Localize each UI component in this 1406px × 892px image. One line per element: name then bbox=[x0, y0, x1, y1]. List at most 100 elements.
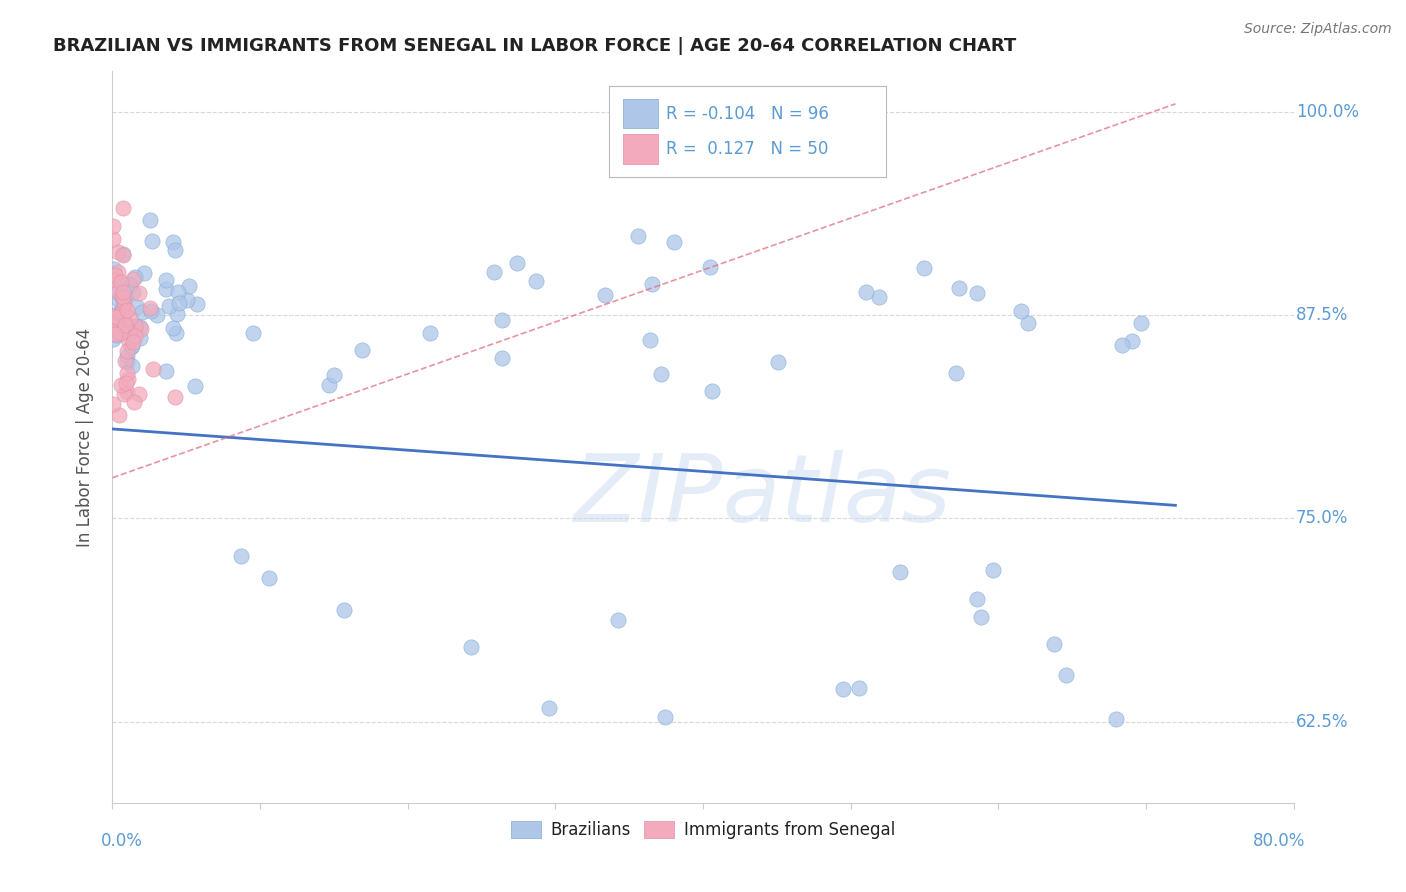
Text: 80.0%: 80.0% bbox=[1253, 832, 1305, 850]
Point bbox=[103, 283, 125, 297]
Point bbox=[184, 379, 207, 393]
Point bbox=[124, 318, 146, 333]
Point bbox=[641, 277, 664, 291]
Text: ZIPatlas: ZIPatlas bbox=[574, 450, 950, 541]
Point bbox=[108, 408, 131, 422]
Point bbox=[121, 339, 143, 353]
Point bbox=[323, 368, 346, 383]
Y-axis label: In Labor Force | Age 20-64: In Labor Force | Age 20-64 bbox=[76, 327, 94, 547]
Text: 0.0%: 0.0% bbox=[101, 832, 142, 850]
Point bbox=[966, 591, 988, 606]
Point bbox=[118, 335, 141, 350]
Point bbox=[186, 297, 208, 311]
FancyBboxPatch shape bbox=[623, 135, 658, 163]
Point bbox=[176, 293, 198, 307]
Point bbox=[112, 201, 135, 215]
Point bbox=[115, 302, 138, 317]
Point bbox=[107, 285, 129, 300]
Point bbox=[868, 290, 890, 304]
Point bbox=[650, 368, 672, 382]
Text: 100.0%: 100.0% bbox=[1296, 103, 1358, 121]
Point bbox=[1105, 712, 1128, 726]
Point bbox=[1010, 304, 1032, 318]
Point bbox=[105, 328, 128, 343]
Point bbox=[491, 351, 513, 365]
Point bbox=[112, 386, 135, 401]
Point bbox=[122, 285, 145, 300]
Point bbox=[333, 603, 356, 617]
Point bbox=[855, 285, 877, 299]
Point bbox=[163, 243, 186, 257]
Point bbox=[627, 229, 650, 244]
Point bbox=[101, 397, 124, 411]
Point bbox=[103, 316, 125, 330]
Point bbox=[482, 265, 505, 279]
Text: 62.5%: 62.5% bbox=[1296, 713, 1348, 731]
Point bbox=[966, 285, 988, 300]
Point bbox=[118, 325, 141, 339]
Point bbox=[970, 609, 993, 624]
Point bbox=[699, 260, 721, 274]
Point bbox=[606, 613, 628, 627]
Point bbox=[111, 290, 134, 304]
Point bbox=[107, 244, 129, 259]
Point bbox=[122, 330, 145, 344]
Point bbox=[111, 248, 134, 262]
Point bbox=[664, 235, 686, 250]
Point bbox=[111, 304, 134, 318]
Point bbox=[166, 285, 188, 299]
Point bbox=[638, 333, 661, 347]
Point bbox=[242, 326, 264, 341]
Point bbox=[101, 219, 124, 233]
Point bbox=[108, 326, 131, 340]
Point bbox=[166, 307, 188, 321]
Point bbox=[141, 234, 163, 248]
Point bbox=[162, 320, 184, 334]
Point bbox=[112, 307, 135, 321]
Point bbox=[108, 293, 131, 308]
Point bbox=[107, 265, 129, 279]
Point bbox=[117, 355, 139, 369]
Text: BRAZILIAN VS IMMIGRANTS FROM SENEGAL IN LABOR FORCE | AGE 20-64 CORRELATION CHAR: BRAZILIAN VS IMMIGRANTS FROM SENEGAL IN … bbox=[53, 37, 1017, 54]
Point bbox=[117, 366, 139, 380]
Point bbox=[132, 266, 155, 280]
Point bbox=[112, 290, 135, 304]
Point bbox=[128, 285, 150, 300]
Text: 75.0%: 75.0% bbox=[1296, 509, 1348, 527]
Point bbox=[419, 326, 441, 340]
Point bbox=[117, 344, 139, 359]
Point bbox=[700, 384, 723, 399]
Point bbox=[155, 363, 177, 377]
Point bbox=[114, 318, 136, 333]
Point bbox=[104, 318, 127, 333]
Point bbox=[129, 319, 152, 334]
Point bbox=[120, 340, 142, 354]
Point bbox=[155, 273, 177, 287]
Point bbox=[139, 301, 162, 315]
Point bbox=[128, 331, 150, 345]
Point bbox=[139, 213, 162, 227]
Text: Source: ZipAtlas.com: Source: ZipAtlas.com bbox=[1244, 22, 1392, 37]
Point bbox=[118, 310, 141, 325]
Point bbox=[125, 300, 148, 314]
Text: R = -0.104   N = 96: R = -0.104 N = 96 bbox=[666, 104, 830, 123]
Point bbox=[124, 319, 146, 334]
Point bbox=[108, 324, 131, 338]
Point bbox=[112, 285, 135, 299]
Point bbox=[121, 272, 143, 286]
Point bbox=[832, 681, 855, 696]
Point bbox=[112, 294, 135, 309]
Point bbox=[103, 262, 125, 277]
Point bbox=[121, 359, 143, 374]
Point bbox=[104, 326, 127, 341]
Point bbox=[117, 277, 139, 292]
Point bbox=[122, 334, 145, 349]
Point bbox=[257, 571, 280, 585]
Point bbox=[1043, 637, 1066, 651]
Point bbox=[768, 355, 790, 369]
Point bbox=[524, 274, 547, 288]
Point bbox=[118, 277, 141, 292]
Point bbox=[103, 232, 125, 246]
Point bbox=[848, 681, 870, 695]
Point bbox=[1111, 338, 1133, 352]
